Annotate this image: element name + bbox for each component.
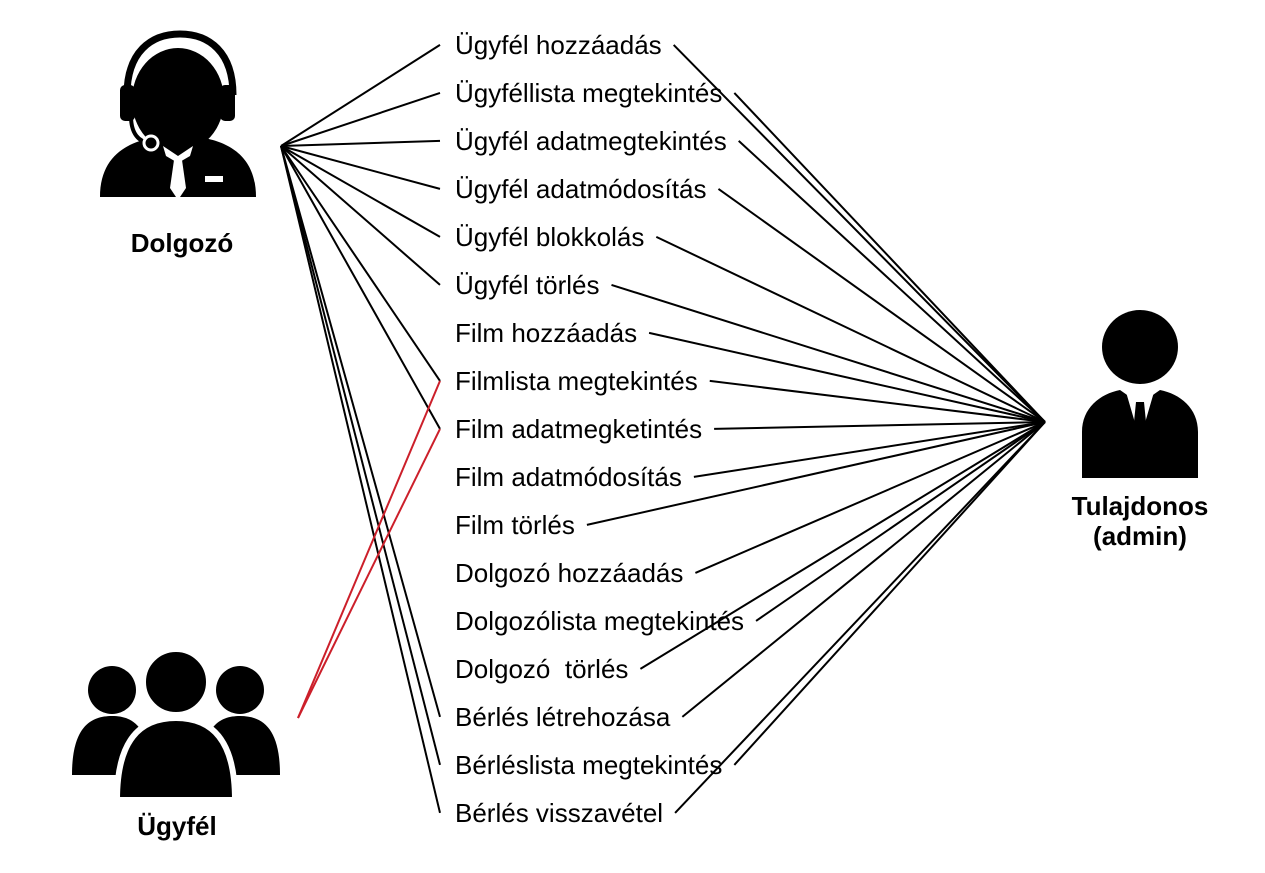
actor-label-tulajdonos-line1: Tulajdonos: [1072, 491, 1209, 521]
use-case-label: Ügyféllista megtekintés: [455, 78, 722, 108]
association-line-tulajdonos: [738, 140, 1046, 423]
association-line-tulajdonos: [733, 92, 1046, 423]
actor-label-ugyfel: Ügyfél: [137, 811, 216, 841]
association-line-dolgozo: [280, 44, 441, 147]
use-case-label: Film adatmegketintés: [455, 414, 702, 444]
association-line-dolgozo: [280, 145, 441, 286]
association-line-dolgozo: [280, 145, 441, 382]
use-case-label: Ügyfél blokkolás: [455, 222, 644, 252]
use-case-label: Film törlés: [455, 510, 575, 540]
use-case-label: Ügyfél hozzáadás: [455, 30, 662, 60]
use-case-label: Dolgozólista megtekintés: [455, 606, 744, 636]
association-line-tulajdonos: [755, 421, 1046, 622]
association-line-tulajdonos: [694, 421, 1046, 574]
association-line-dolgozo: [280, 145, 441, 814]
businessman-icon: [1082, 310, 1198, 478]
use-case-label: Bérléslista megtekintés: [455, 750, 722, 780]
association-line-tulajdonos: [655, 235, 1046, 423]
use-case-label: Ügyfél adatmódosítás: [455, 174, 706, 204]
actor-ugyfel: Ügyfél: [72, 646, 280, 841]
association-line-dolgozo: [280, 139, 441, 147]
use-case-label: Dolgozó törlés: [455, 654, 628, 684]
actor-tulajdonos: Tulajdonos (admin): [1072, 310, 1209, 551]
association-line-tulajdonos: [681, 421, 1046, 718]
association-line-tulajdonos: [709, 379, 1046, 423]
use-case-label: Bérlés létrehozása: [455, 702, 671, 732]
association-line-ugyfel: [297, 428, 441, 719]
dolgozo-associations: [280, 44, 441, 814]
association-line-dolgozo: [280, 145, 441, 718]
association-line-dolgozo: [280, 145, 441, 238]
association-line-dolgozo: [280, 145, 441, 766]
use-case-label: Ügyfél törlés: [455, 270, 600, 300]
actor-dolgozo: Dolgozó: [100, 30, 256, 258]
use-case-label: Dolgozó hozzáadás: [455, 558, 683, 588]
association-line-tulajdonos: [611, 283, 1046, 423]
association-line-dolgozo: [280, 145, 441, 190]
actor-label-dolgozo: Dolgozó: [131, 228, 234, 258]
association-line-dolgozo: [280, 145, 441, 430]
use-case-label: Film adatmódosítás: [455, 462, 682, 492]
association-line-tulajdonos: [672, 44, 1046, 423]
ugyfel-associations: [297, 380, 441, 719]
association-line-tulajdonos: [717, 188, 1046, 423]
use-case-label: Film hozzáadás: [455, 318, 637, 348]
association-line-tulajdonos: [693, 421, 1046, 478]
support-agent-icon: [100, 30, 256, 200]
association-line-tulajdonos: [733, 421, 1046, 766]
association-line-tulajdonos: [639, 421, 1046, 670]
user-group-icon: [72, 646, 280, 803]
association-line-tulajdonos: [714, 421, 1046, 430]
association-line-tulajdonos: [674, 421, 1046, 814]
association-line-tulajdonos: [648, 331, 1046, 423]
use-case-label: Filmlista megtekintés: [455, 366, 698, 396]
use-case-list: Ügyfél hozzáadás Ügyféllista megtekintés Ü…: [455, 30, 744, 828]
association-line-tulajdonos: [586, 421, 1046, 526]
use-case-label: Bérlés visszavétel: [455, 798, 663, 828]
association-line-ugyfel: [297, 380, 441, 719]
tulajdonos-associations: [586, 44, 1046, 814]
association-line-dolgozo: [280, 91, 441, 147]
actor-label-tulajdonos-line2: (admin): [1093, 521, 1187, 551]
use-case-label: Ügyfél adatmegtekintés: [455, 126, 727, 156]
